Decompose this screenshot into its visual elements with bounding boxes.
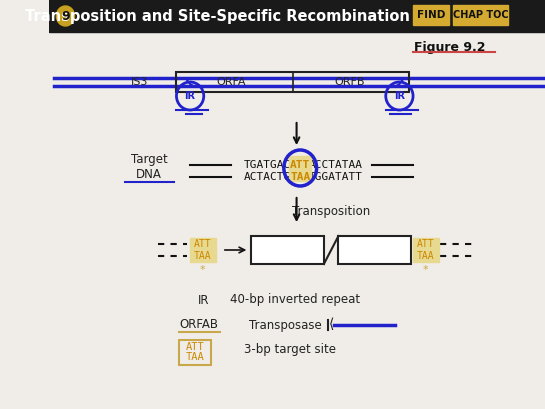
Bar [251,236,324,264]
Text: *: * [423,265,428,275]
Text: ATT: ATT [417,239,434,249]
Bar [49,0,545,32]
Text: ⟨: ⟨ [329,317,334,331]
Text: TAA: TAA [290,172,310,182]
Text: ACCTATAA: ACCTATAA [308,160,363,170]
Text: Figure 9.2: Figure 9.2 [414,41,485,54]
Text: ACTACTG: ACTACTG [244,172,291,182]
Bar [190,250,216,262]
Text: DNA: DNA [136,168,162,180]
Text: TAA: TAA [417,251,434,261]
Bar [179,340,211,365]
Text: ATT: ATT [186,342,205,352]
Text: Transposition and Site-Specific Recombination: Transposition and Site-Specific Recombin… [25,9,410,23]
Text: CHAP TOC: CHAP TOC [452,10,508,20]
Text: IR: IR [198,294,209,306]
Bar [190,238,216,250]
Bar [177,72,409,92]
Bar [453,5,508,25]
Text: TAA: TAA [186,352,205,362]
Text: ORFAB: ORFAB [180,319,219,332]
Bar [289,168,311,181]
Text: Target: Target [131,153,167,166]
Text: Transposition: Transposition [292,205,370,218]
Text: ATT: ATT [290,160,310,170]
Text: ORFA: ORFA [216,77,246,87]
Bar [338,236,411,264]
Bar [413,238,439,250]
Text: IR: IR [185,91,196,101]
Text: 9: 9 [61,11,70,23]
Text: TAA: TAA [194,251,211,261]
Bar [413,5,450,25]
Text: *: * [200,265,205,275]
Text: 40-bp inverted repeat: 40-bp inverted repeat [229,294,360,306]
Bar [289,156,311,169]
Text: IR: IR [394,91,405,101]
Text: TGGATATT: TGGATATT [308,172,363,182]
Text: Transposase: Transposase [249,319,322,332]
Text: TGATGAC: TGATGAC [244,160,291,170]
Text: IS3: IS3 [131,77,149,87]
Text: ORFB: ORFB [334,77,365,87]
Text: 3-bp target site: 3-bp target site [244,344,336,357]
Text: FIND: FIND [417,10,445,20]
Circle shape [56,6,75,26]
Bar [413,250,439,262]
Text: ATT: ATT [194,239,211,249]
